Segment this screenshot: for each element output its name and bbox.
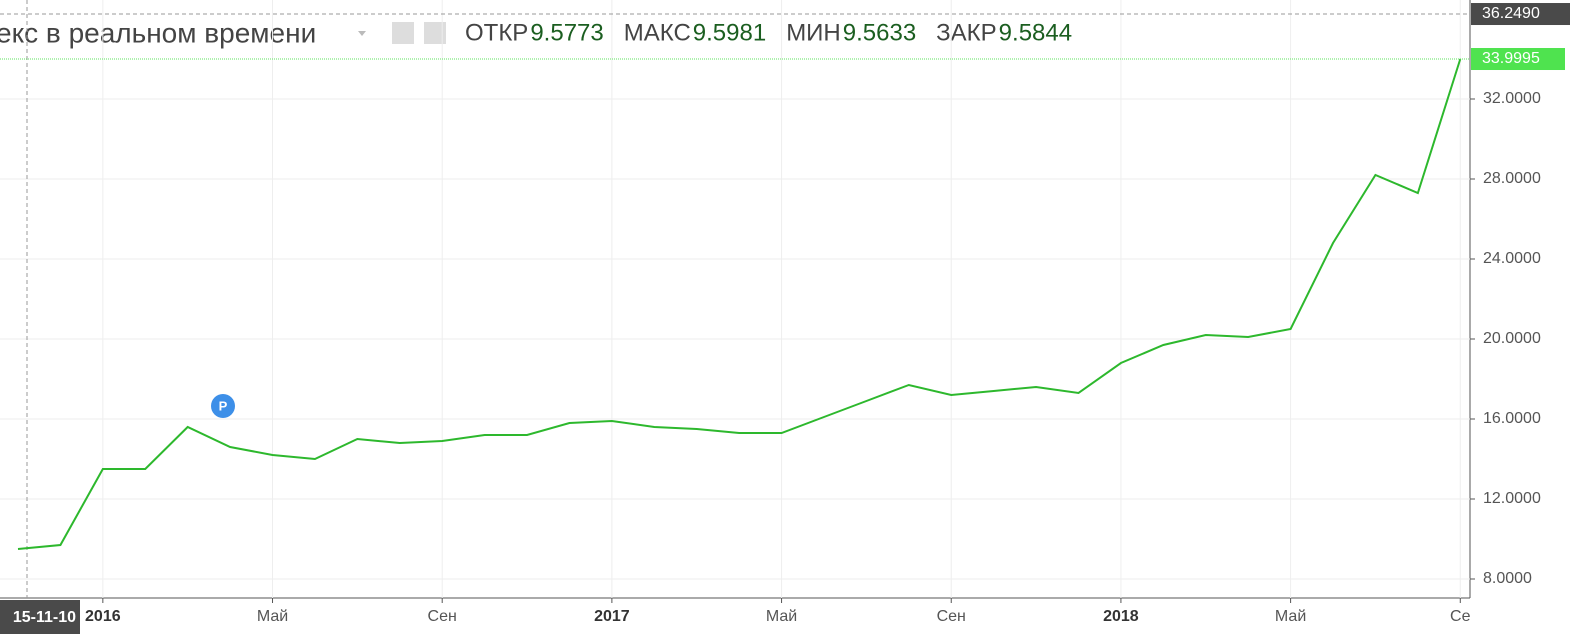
stat-value: 9.5981 bbox=[693, 19, 766, 46]
y-tick-label: 24.0000 bbox=[1483, 250, 1541, 267]
y-tick-label: 32.0000 bbox=[1483, 90, 1541, 107]
y-tick-label: 16.0000 bbox=[1483, 410, 1541, 427]
stat-label: ОТКР bbox=[465, 19, 528, 46]
x-tick-label: Май bbox=[766, 608, 797, 625]
y-tick-label: 8.0000 bbox=[1483, 570, 1532, 587]
header: екс в реальном времени ОТКР 9.5773 МАКС 9.59… bbox=[0, 14, 1130, 54]
x-tick-label: Сен bbox=[937, 608, 966, 625]
x-tick-label: 2017 bbox=[594, 608, 630, 625]
stat-value: 9.5844 bbox=[999, 19, 1072, 46]
last-price-box bbox=[1471, 48, 1565, 71]
x-tick-label: 2016 bbox=[85, 608, 121, 625]
crosshair-y-label: 36.2490 bbox=[1482, 5, 1540, 22]
crosshair-y-box bbox=[1471, 3, 1570, 26]
x-tick-label: Се bbox=[1450, 608, 1471, 625]
settings-button[interactable] bbox=[424, 22, 446, 44]
dropdown-arrow bbox=[358, 31, 366, 36]
x-tick-label: Май bbox=[257, 608, 288, 625]
crosshair-x-box bbox=[0, 600, 80, 634]
stat-label: МИН bbox=[786, 19, 841, 46]
stat-label: МАКС bbox=[624, 19, 691, 46]
eye-button[interactable] bbox=[392, 22, 414, 44]
y-tick-label: 28.0000 bbox=[1483, 170, 1541, 187]
stat-label: ЗАКР bbox=[936, 19, 997, 46]
y-tick-label: 20.0000 bbox=[1483, 330, 1541, 347]
y-tick-label: 12.0000 bbox=[1483, 490, 1541, 507]
price-line bbox=[17, 58, 1462, 550]
x-tick-label: Май bbox=[1275, 608, 1306, 625]
event-icon[interactable] bbox=[211, 394, 235, 418]
header-bg bbox=[0, 14, 1130, 54]
header-title: екс в реальном времени bbox=[0, 17, 316, 48]
last-price-label: 33.9995 bbox=[1482, 50, 1540, 67]
x-tick-label: 2018 bbox=[1103, 608, 1139, 625]
x-tick-label: Сен bbox=[428, 608, 457, 625]
crosshair-x-label: 15-11-10 bbox=[13, 609, 76, 626]
stat-value: 9.5773 bbox=[530, 19, 603, 46]
event-icon-letter: P bbox=[219, 398, 228, 413]
stat-value: 9.5633 bbox=[843, 19, 916, 46]
